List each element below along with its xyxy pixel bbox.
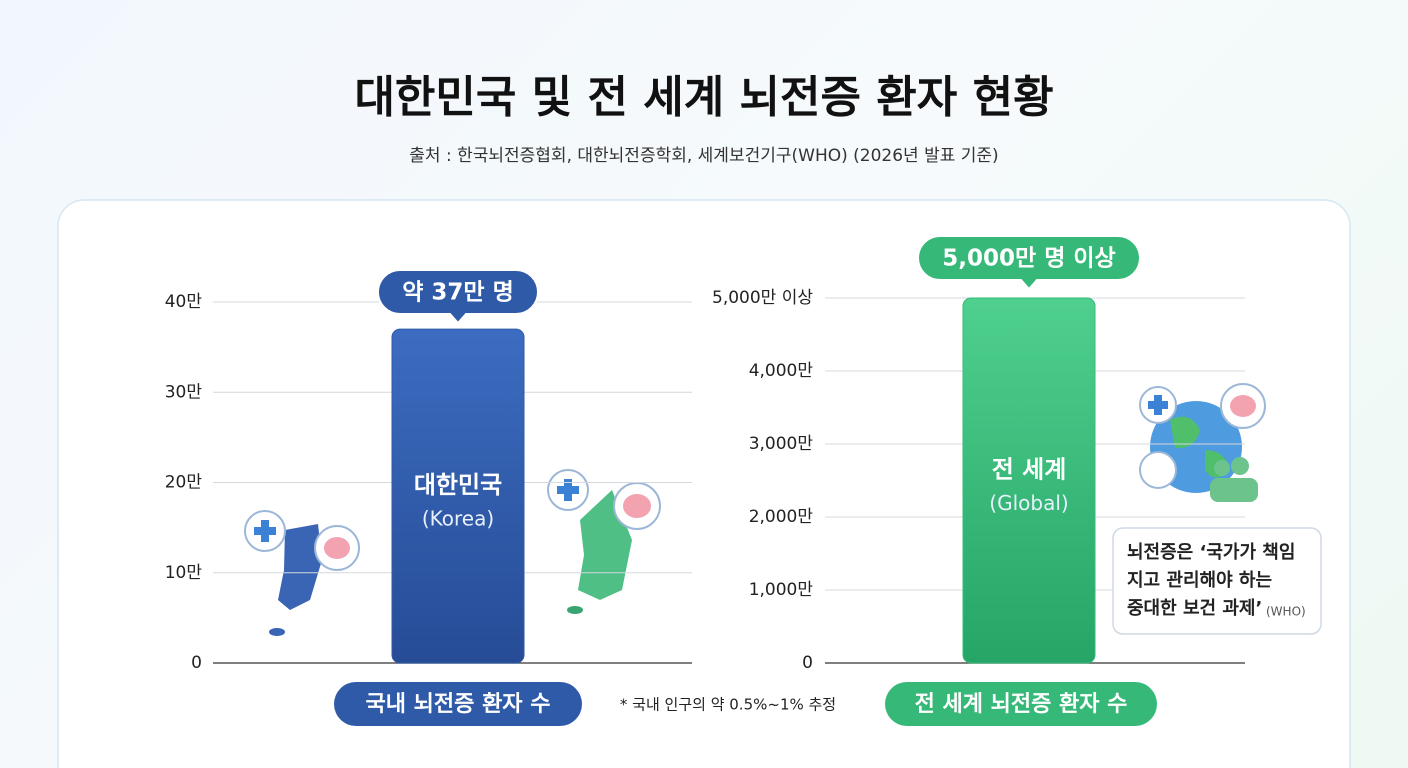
value-label-pill (377, 269, 539, 325)
annotation-box (1112, 527, 1322, 635)
x-axis-label-pill (334, 682, 582, 726)
y-tick-label: 5,000만 이상 (712, 288, 813, 308)
value-label: 약 37만 명 (402, 280, 514, 306)
globe-icon (1139, 383, 1266, 502)
y-tick-label: 0 (802, 653, 813, 673)
bar-category-label: 전 세계 (992, 456, 1067, 484)
y-tick-label: 4,000만 (749, 361, 814, 381)
bar (391, 328, 525, 664)
x-axis-label: 국내 뇌전증 환자 수 (366, 692, 551, 717)
bar-category-note: (Global) (989, 491, 1068, 515)
page-title: 대한민국 및 전 세계 뇌전증 환자 현황 (354, 72, 1053, 123)
x-axis-label-pill (885, 682, 1157, 726)
y-tick-label: 20만 (165, 473, 203, 493)
y-tick-label: 2,000만 (749, 507, 814, 527)
bar-category-label: 대한민국 (414, 471, 502, 499)
y-tick-label: 1,000만 (749, 580, 814, 600)
y-tick-label: 30만 (165, 382, 203, 402)
value-label: 5,000만 명 이상 (942, 246, 1115, 272)
y-tick-label: 10만 (165, 563, 203, 583)
annotation-line: 뇌전증은 ‘국가가 책임 (1127, 542, 1295, 563)
bar (962, 297, 1096, 664)
page-subtitle: 출처 : 한국뇌전증협회, 대한뇌전증학회, 세계보건기구(WHO) (2026… (409, 146, 998, 166)
annotation-line: 중대한 보건 과제’ (1127, 598, 1262, 619)
value-label-pill (917, 235, 1141, 291)
y-tick-label: 40만 (165, 292, 203, 312)
bar-category-note: (Korea) (422, 507, 494, 531)
korea-map-blue (244, 510, 360, 636)
y-tick-label: 0 (191, 653, 202, 673)
x-axis-label: 전 세계 뇌전증 환자 수 (915, 692, 1128, 717)
y-tick-label: 3,000만 (749, 434, 814, 454)
footnote: * 국내 인구의 약 0.5%~1% 추정 (620, 696, 836, 714)
annotation-source: (WHO) (1266, 605, 1306, 619)
annotation-line: 지고 관리해야 하는 (1127, 570, 1272, 591)
